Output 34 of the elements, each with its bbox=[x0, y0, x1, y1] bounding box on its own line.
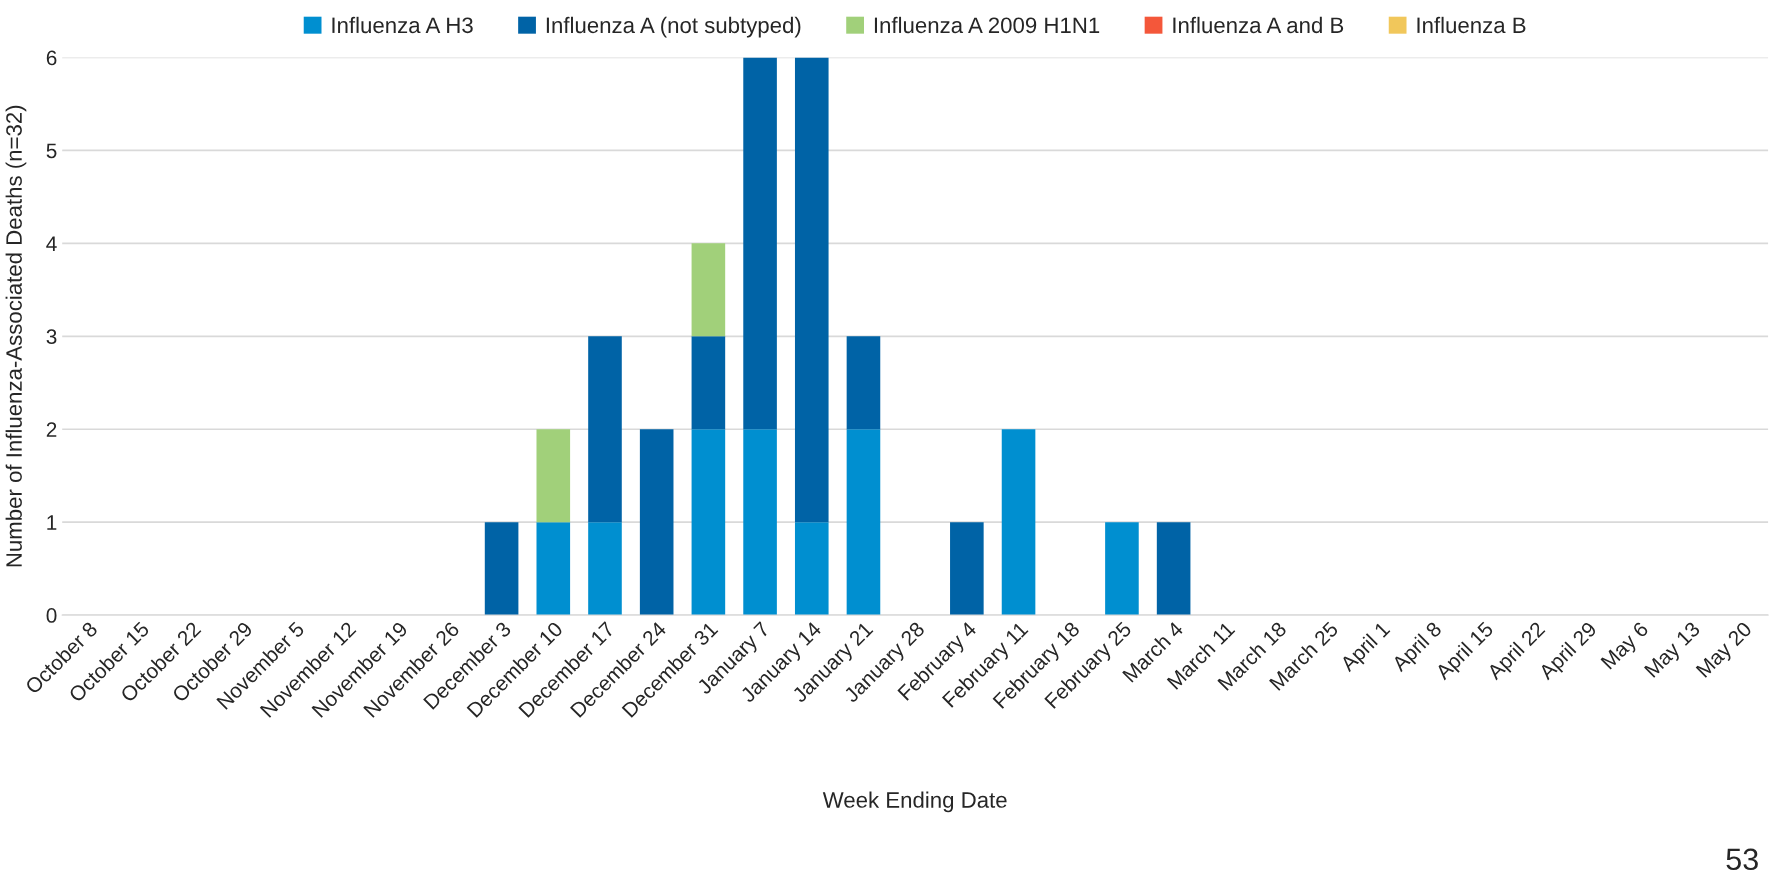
y-tick-label: 2 bbox=[46, 422, 57, 437]
bar bbox=[484, 522, 519, 616]
bar bbox=[588, 336, 622, 523]
x-axis-title: Week Ending Date bbox=[822, 791, 1007, 813]
y-tick-label: 6 bbox=[46, 50, 57, 66]
bar bbox=[536, 522, 571, 616]
legend-label: Influenza A and B bbox=[1173, 16, 1344, 34]
bar bbox=[691, 336, 726, 430]
bar bbox=[639, 429, 674, 616]
legend-label: Influenza A 2009 H1N1 bbox=[874, 16, 1100, 34]
legend-label: Influenza B bbox=[1417, 16, 1526, 34]
bar bbox=[846, 336, 881, 430]
bar bbox=[588, 522, 622, 616]
y-tick-label: 0 bbox=[46, 608, 57, 623]
y-tick-label: 3 bbox=[46, 329, 57, 345]
bar bbox=[1156, 522, 1191, 616]
y-tick-label: 4 bbox=[46, 236, 57, 251]
bar bbox=[536, 429, 571, 523]
y-tick-label: 1 bbox=[47, 515, 57, 530]
text: 53 bbox=[1726, 848, 1758, 871]
legend-label: Influenza A (not subtyped) bbox=[546, 16, 801, 38]
bar bbox=[1105, 522, 1139, 616]
bar bbox=[691, 243, 726, 337]
bar bbox=[743, 429, 777, 616]
legend-label: Influenza A H3 bbox=[332, 16, 473, 34]
bar bbox=[1001, 429, 1036, 616]
bar bbox=[691, 429, 726, 616]
bar bbox=[794, 522, 829, 616]
bar bbox=[846, 429, 881, 616]
bar bbox=[743, 57, 777, 430]
y-tick-label: 5 bbox=[46, 143, 57, 159]
y-axis-title: Number of Influenza-Associated Deaths (n=32) bbox=[5, 105, 27, 567]
bar bbox=[950, 522, 984, 616]
bar bbox=[794, 57, 829, 523]
